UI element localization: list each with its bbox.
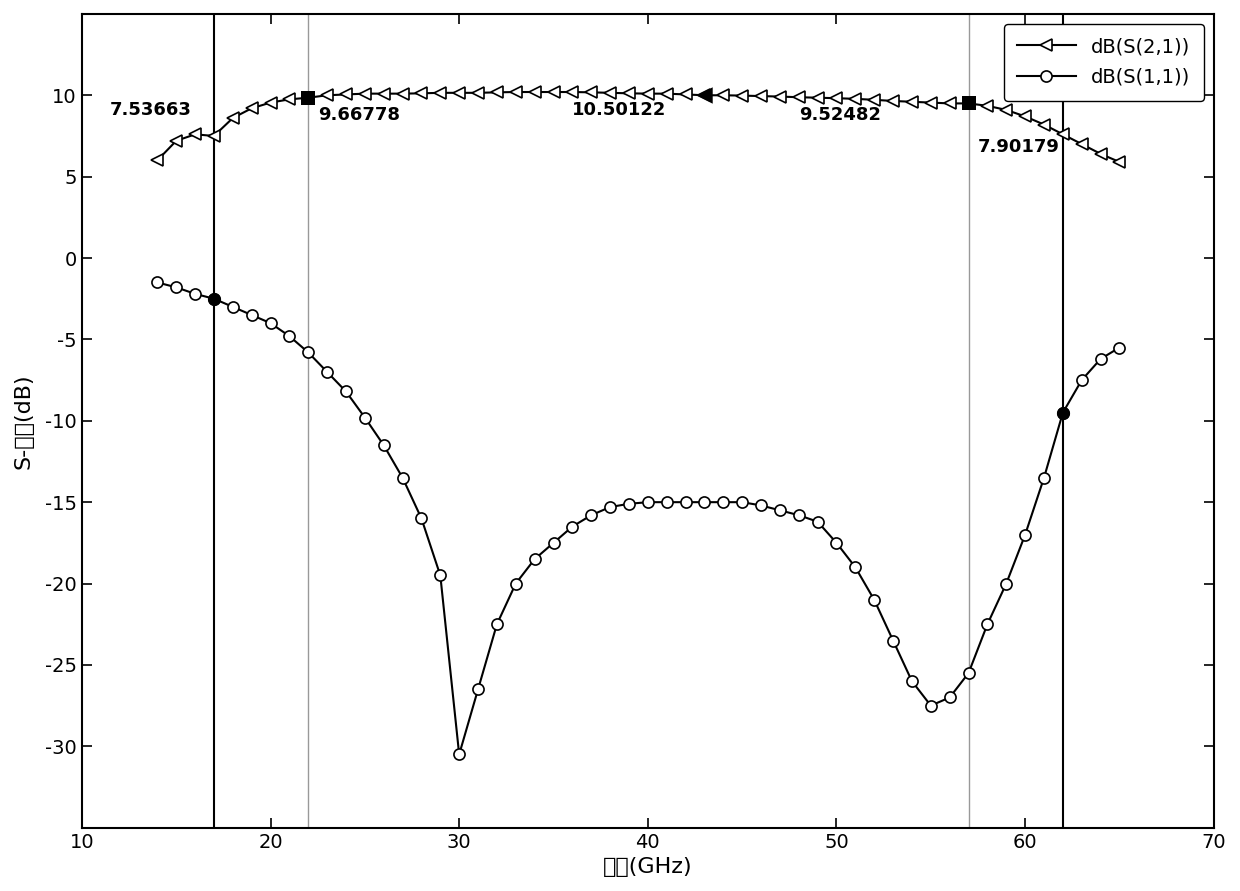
dB(S(1,1)) — [226, 301, 241, 312]
Point — [299, 91, 319, 105]
dB(S(2,1)) — [490, 87, 505, 98]
Y-axis label: S-参数(dB): S-参数(dB) — [14, 373, 33, 469]
dB(S(1,1)) — [150, 277, 165, 288]
Point — [694, 88, 714, 102]
X-axis label: 频率(GHz): 频率(GHz) — [603, 857, 693, 877]
Line: dB(S(2,1)): dB(S(2,1)) — [151, 86, 1125, 168]
Text: 10.50122: 10.50122 — [573, 101, 667, 119]
Text: 9.52482: 9.52482 — [799, 106, 880, 124]
dB(S(1,1)) — [1055, 407, 1070, 418]
Point — [959, 96, 978, 110]
dB(S(2,1)) — [1112, 157, 1127, 168]
dB(S(2,1)) — [791, 92, 806, 102]
dB(S(2,1)) — [621, 88, 636, 99]
Text: 9.66778: 9.66778 — [317, 106, 399, 124]
dB(S(1,1)) — [754, 500, 769, 511]
Text: 7.53663: 7.53663 — [110, 101, 192, 119]
dB(S(1,1)) — [451, 749, 466, 760]
dB(S(1,1)) — [1112, 342, 1127, 353]
Legend: dB(S(2,1)), dB(S(1,1)): dB(S(2,1)), dB(S(1,1)) — [1003, 23, 1204, 101]
dB(S(2,1)) — [754, 91, 769, 102]
dB(S(1,1)) — [621, 498, 636, 509]
dB(S(2,1)) — [226, 112, 241, 123]
Line: dB(S(1,1)): dB(S(1,1)) — [151, 277, 1125, 760]
dB(S(1,1)) — [791, 510, 806, 520]
dB(S(1,1)) — [508, 578, 523, 589]
Point — [1053, 405, 1073, 420]
dB(S(2,1)) — [150, 155, 165, 166]
dB(S(2,1)) — [1055, 129, 1070, 140]
Point — [205, 291, 224, 306]
Text: 7.90179: 7.90179 — [978, 138, 1060, 156]
dB(S(2,1)) — [508, 86, 523, 97]
